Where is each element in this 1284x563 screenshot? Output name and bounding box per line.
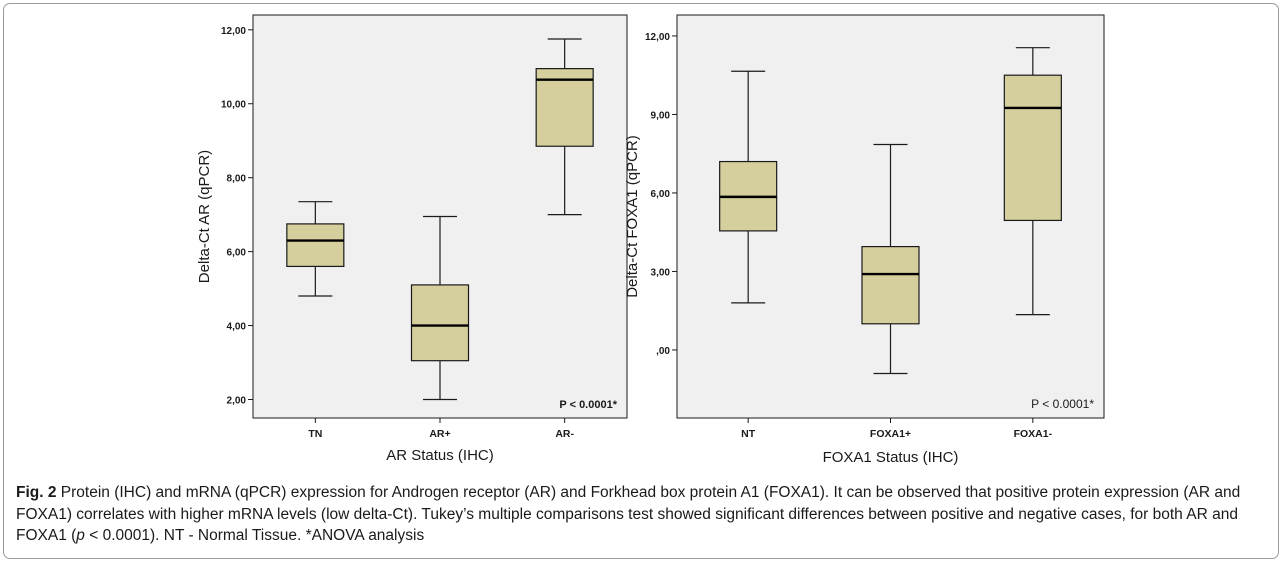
box-foxa1-neg <box>1003 74 1062 222</box>
x-tick-label-ar-pos: AR+ <box>429 428 450 440</box>
y-axis-label-foxa1: Delta-Ct FOXA1 (qPCR) <box>624 135 641 298</box>
y-tick-label: 4,00 <box>227 322 247 333</box>
y-tick-label: 6,00 <box>651 189 671 200</box>
y-tick-label: 12,00 <box>221 26 246 37</box>
boxes-foxa1 <box>719 47 1062 375</box>
y-tick-label: 10,00 <box>221 100 246 111</box>
y-tick-label: 2,00 <box>227 396 247 407</box>
figure-caption: Fig. 2 Protein (IHC) and mRNA (qPCR) exp… <box>16 482 1266 547</box>
x-tick-label-tn: TN <box>308 428 322 440</box>
chart-ar: 2,00 4,00 6,00 8,00 10,00 12,00 TN AR+ AR- Delt… <box>196 14 628 464</box>
caption-p-italic: p <box>76 527 85 544</box>
x-axis-label-ar: AR Status (IHC) <box>386 447 494 464</box>
figure-charts: 2,00 4,00 6,00 8,00 10,00 12,00 TN AR+ AR- Delt… <box>196 14 1105 466</box>
x-tick-label-foxa1-pos: FOXA1+ <box>870 428 911 440</box>
y-axis-foxa1: ,00 3,00 6,00 9,00 12,00 <box>645 32 677 357</box>
y-tick-label: 6,00 <box>227 248 247 259</box>
box-tn <box>286 223 345 268</box>
y-tick-label: 12,00 <box>645 32 670 43</box>
box-ar-pos <box>410 284 470 362</box>
figure-frame <box>3 3 1279 559</box>
x-tick-label-nt: NT <box>741 428 756 440</box>
x-tick-label-foxa1-neg: FOXA1- <box>1014 428 1053 440</box>
y-axis-ar: 2,00 4,00 6,00 8,00 10,00 12,00 <box>221 26 253 407</box>
p-value-annotation-foxa1: P < 0.0001* <box>1031 397 1094 411</box>
y-axis-label-ar: Delta-Ct AR (qPCR) <box>196 150 213 283</box>
x-axis-ar: TN AR+ AR- <box>308 418 574 440</box>
box-ar-neg <box>535 68 594 147</box>
p-value-annotation-ar: P < 0.0001* <box>559 399 617 411</box>
y-tick-label: 8,00 <box>227 174 247 185</box>
box-foxa1-pos <box>861 245 920 325</box>
chart-foxa1: ,00 3,00 6,00 9,00 12,00 NT FOXA1+ FOXA1- Delt… <box>624 14 1105 466</box>
caption-text-1: Protein (IHC) and mRNA (qPCR) expression… <box>16 484 1241 544</box>
y-tick-label: 3,00 <box>651 267 671 278</box>
caption-label: Fig. 2 <box>16 484 57 501</box>
y-tick-label: ,00 <box>656 346 670 357</box>
y-tick-label: 9,00 <box>651 110 671 121</box>
x-tick-label-ar-neg: AR- <box>555 428 574 440</box>
boxes-ar <box>286 38 594 401</box>
x-axis-foxa1: NT FOXA1+ FOXA1- <box>741 418 1053 440</box>
x-axis-label-foxa1: FOXA1 Status (IHC) <box>823 449 959 466</box>
caption-text-2: < 0.0001). NT - Normal Tissue. *ANOVA an… <box>84 527 425 544</box>
